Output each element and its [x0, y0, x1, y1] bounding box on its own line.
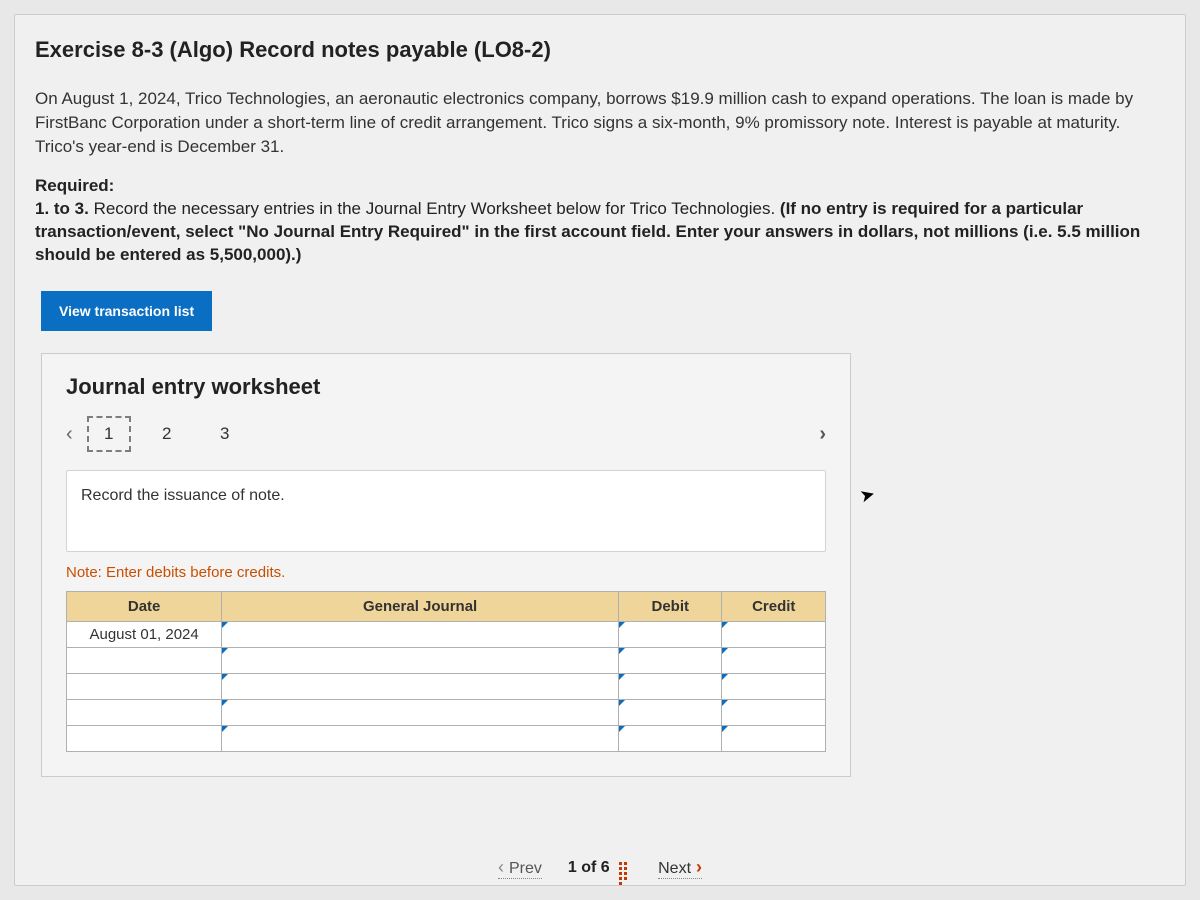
- col-general-journal: General Journal: [222, 592, 619, 622]
- journal-entry-table: Date General Journal Debit Credit August…: [66, 591, 826, 752]
- exercise-frame: Exercise 8-3 (Algo) Record notes payable…: [14, 14, 1186, 886]
- col-date: Date: [67, 592, 222, 622]
- date-cell[interactable]: [67, 648, 222, 674]
- step-prev-arrow[interactable]: ‹: [66, 423, 73, 446]
- page-counter: 1 of 6: [568, 859, 632, 877]
- credit-cell[interactable]: [722, 726, 826, 752]
- date-cell[interactable]: [67, 674, 222, 700]
- general-journal-cell[interactable]: [222, 622, 619, 648]
- worksheet-step-pager: ‹ 1 2 3 ›: [66, 416, 826, 452]
- prev-link[interactable]: Prev: [498, 857, 542, 879]
- step-2[interactable]: 2: [145, 416, 189, 452]
- credit-cell[interactable]: [722, 622, 826, 648]
- view-transaction-list-button[interactable]: View transaction list: [41, 291, 212, 331]
- next-link[interactable]: Next: [658, 857, 702, 879]
- mouse-cursor-icon: ➤: [857, 483, 877, 507]
- table-row: [67, 648, 826, 674]
- debits-before-credits-note: Note: Enter debits before credits.: [66, 564, 826, 581]
- required-prefix: 1. to 3.: [35, 199, 94, 218]
- counter-text: 1 of 6: [568, 859, 610, 876]
- grid-icon[interactable]: [618, 861, 632, 875]
- required-heading: Required:: [35, 176, 1165, 196]
- step-1[interactable]: 1: [87, 416, 131, 452]
- table-header-row: Date General Journal Debit Credit: [67, 592, 826, 622]
- required-body: Record the necessary entries in the Jour…: [94, 199, 780, 218]
- table-row: August 01, 2024: [67, 622, 826, 648]
- general-journal-cell[interactable]: [222, 648, 619, 674]
- step-3[interactable]: 3: [203, 416, 247, 452]
- table-body: August 01, 2024: [67, 622, 826, 752]
- credit-cell[interactable]: [722, 674, 826, 700]
- date-cell[interactable]: [67, 726, 222, 752]
- debit-cell[interactable]: [618, 726, 722, 752]
- date-cell[interactable]: August 01, 2024: [67, 622, 222, 648]
- exercise-paragraph: On August 1, 2024, Trico Technologies, a…: [35, 87, 1165, 158]
- journal-entry-worksheet: Journal entry worksheet ‹ 1 2 3 › Record…: [41, 353, 851, 777]
- table-row: [67, 726, 826, 752]
- date-cell[interactable]: [67, 700, 222, 726]
- bottom-navigation: Prev 1 of 6 Next: [15, 857, 1185, 879]
- transaction-instruction: Record the issuance of note.: [66, 470, 826, 552]
- col-debit: Debit: [618, 592, 722, 622]
- table-row: [67, 700, 826, 726]
- credit-cell[interactable]: [722, 648, 826, 674]
- debit-cell[interactable]: [618, 622, 722, 648]
- general-journal-cell[interactable]: [222, 700, 619, 726]
- worksheet-title: Journal entry worksheet: [66, 374, 826, 400]
- debit-cell[interactable]: [618, 700, 722, 726]
- required-text: 1. to 3. Record the necessary entries in…: [35, 198, 1165, 267]
- general-journal-cell[interactable]: [222, 726, 619, 752]
- exercise-title: Exercise 8-3 (Algo) Record notes payable…: [35, 37, 1165, 63]
- step-next-arrow[interactable]: ›: [819, 423, 826, 446]
- table-row: [67, 674, 826, 700]
- debit-cell[interactable]: [618, 674, 722, 700]
- credit-cell[interactable]: [722, 700, 826, 726]
- general-journal-cell[interactable]: [222, 674, 619, 700]
- debit-cell[interactable]: [618, 648, 722, 674]
- col-credit: Credit: [722, 592, 826, 622]
